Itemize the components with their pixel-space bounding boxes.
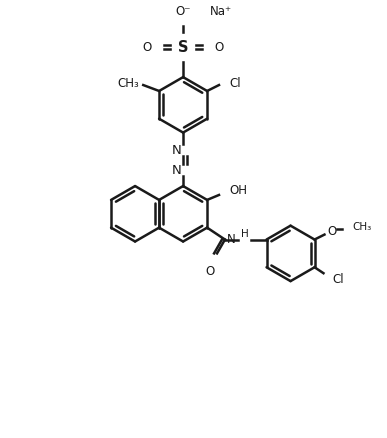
Text: N: N [227,233,236,246]
Text: Na⁺: Na⁺ [210,5,232,18]
Text: O: O [205,265,215,278]
Text: O⁻: O⁻ [175,5,191,18]
Text: CH₃: CH₃ [352,222,372,232]
Text: N: N [171,144,181,157]
Text: Cl: Cl [332,272,344,286]
Text: H: H [241,229,248,239]
Text: OH: OH [229,184,247,197]
Text: O: O [328,225,337,238]
Text: Cl: Cl [229,77,241,89]
Text: CH₃: CH₃ [118,77,139,89]
Text: S: S [178,40,188,55]
Text: O: O [214,41,223,54]
Text: N: N [171,164,181,177]
Text: O: O [143,41,152,54]
